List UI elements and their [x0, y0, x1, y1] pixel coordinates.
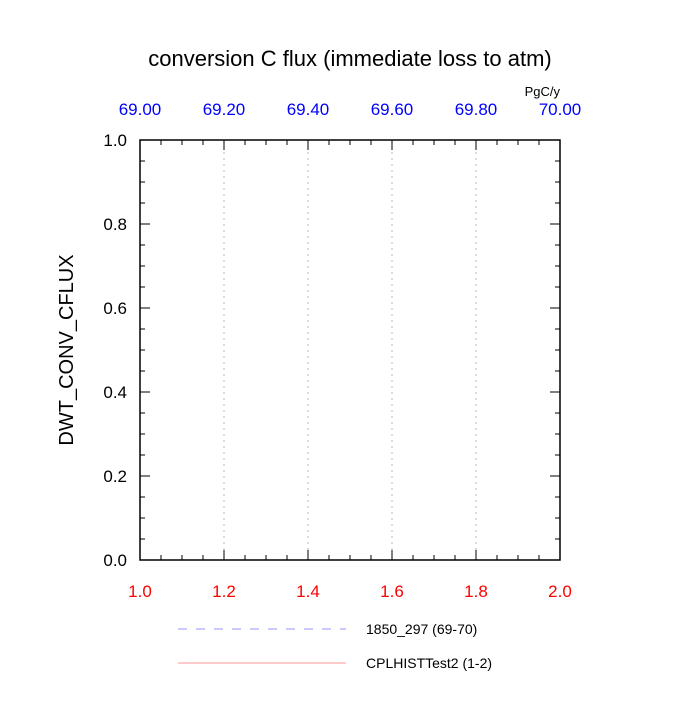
x-tick-label-top: 69.20	[203, 100, 246, 119]
y-tick-label: 0.8	[103, 215, 127, 234]
x-tick-label-top: 69.40	[287, 100, 330, 119]
y-axis-label: DWT_CONV_CFLUX	[56, 254, 78, 445]
x-tick-label-bottom: 1.2	[212, 582, 236, 601]
y-tick-label: 0.6	[103, 299, 127, 318]
x-tick-label-bottom: 1.4	[296, 582, 320, 601]
units-label: PgC/y	[525, 84, 561, 99]
x-tick-label-top: 70.00	[539, 100, 582, 119]
x-tick-label-top: 69.60	[371, 100, 414, 119]
x-tick-label-bottom: 1.0	[128, 582, 152, 601]
y-tick-label: 1.0	[103, 131, 127, 150]
y-tick-label: 0.4	[103, 383, 127, 402]
y-tick-label: 0.0	[103, 551, 127, 570]
x-tick-label-bottom: 2.0	[548, 582, 572, 601]
x-tick-label-bottom: 1.6	[380, 582, 404, 601]
ticks-layer	[139, 139, 561, 561]
legend: 1850_297 (69-70) CPLHISTTest2 (1-2)	[178, 621, 492, 671]
x-tick-label-top: 69.80	[455, 100, 498, 119]
x-tick-label-top: 69.00	[119, 100, 162, 119]
y-tick-label: 0.2	[103, 467, 127, 486]
labels-layer: 1.0 1.2 1.4 1.6 1.8 2.0 69.00 69.20 69.40 69.60 69…	[103, 100, 581, 601]
plot-frame	[139, 139, 561, 561]
chart-title: conversion C flux (immediate loss to atm…	[148, 46, 551, 71]
legend-label: 1850_297 (69-70)	[366, 621, 477, 637]
grid-layer	[223, 140, 477, 560]
x-tick-label-bottom: 1.8	[464, 582, 488, 601]
legend-label: CPLHISTTest2 (1-2)	[366, 655, 492, 671]
